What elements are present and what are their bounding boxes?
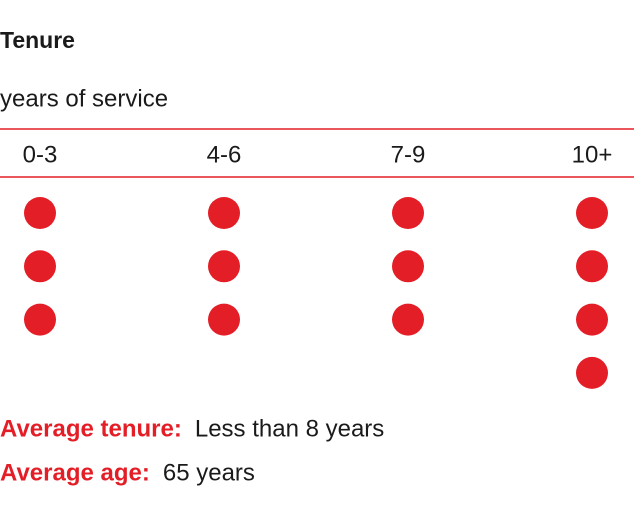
annotation-text: Less than 8 years <box>195 415 384 442</box>
dot <box>576 356 608 389</box>
dot <box>392 303 424 336</box>
annotation-label: Average tenure: <box>0 415 182 442</box>
category-label: 10+ <box>572 141 613 168</box>
category-label: 7-9 <box>391 141 426 168</box>
dot <box>208 250 240 283</box>
dot <box>208 197 240 229</box>
dot <box>24 250 56 283</box>
chart-subtitle: years of service <box>0 85 168 112</box>
dot <box>576 303 608 336</box>
category-label: 0-3 <box>23 141 58 168</box>
annotation-text: 65 years <box>163 459 255 486</box>
dot <box>24 303 56 336</box>
dot <box>392 197 424 229</box>
dot <box>208 303 240 336</box>
annotation-label: Average age: <box>0 459 150 486</box>
chart-title: Tenure <box>0 27 75 53</box>
category-label: 4-6 <box>207 141 242 168</box>
dot <box>576 250 608 283</box>
dot <box>576 197 608 229</box>
dot <box>392 250 424 283</box>
dot <box>24 197 56 229</box>
